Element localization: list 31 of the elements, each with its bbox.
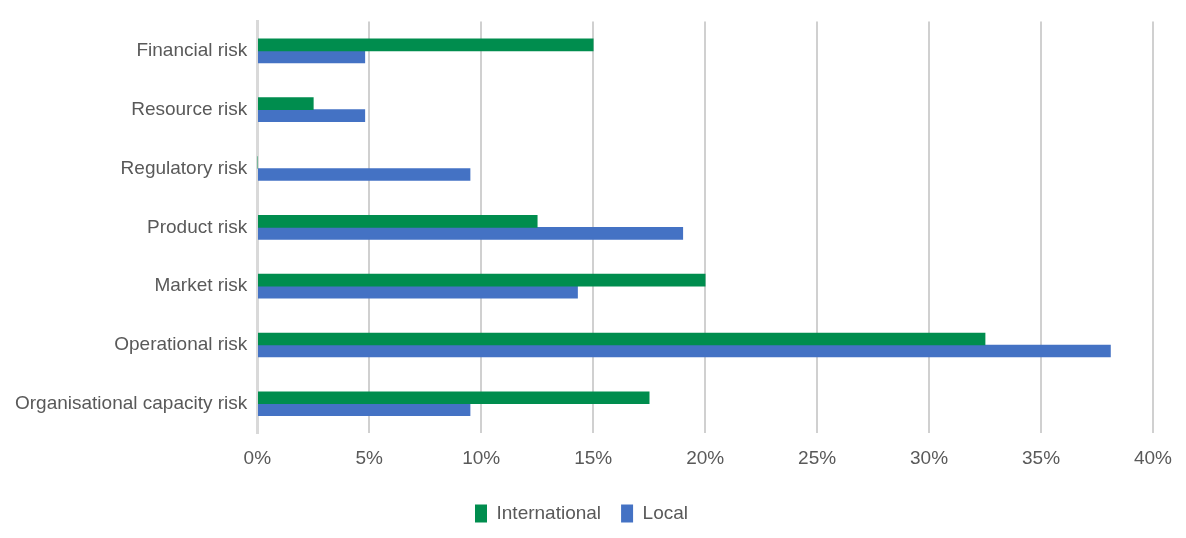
x-tick-label: 20%	[686, 446, 725, 468]
legend-label: International	[496, 501, 602, 523]
x-tick-label: 15%	[574, 446, 613, 468]
x-tick-label: 10%	[462, 446, 501, 468]
legend-label: Local	[642, 501, 688, 523]
y-tick-label: Organisational capacity risk	[15, 392, 248, 414]
bar	[257, 38, 594, 52]
y-tick-label: Market risk	[154, 274, 248, 296]
bar	[257, 168, 471, 181]
bar	[257, 226, 684, 240]
bar	[257, 109, 366, 122]
bar	[257, 285, 578, 299]
bar	[257, 403, 471, 417]
x-tick-label: 30%	[910, 446, 949, 468]
x-tick-label: 5%	[355, 446, 384, 468]
x-tick-label: 25%	[798, 446, 837, 468]
bar	[257, 50, 366, 64]
x-tick-label: 35%	[1022, 446, 1061, 468]
x-tick-label: 40%	[1133, 446, 1173, 468]
bar	[257, 391, 650, 405]
y-tick-label: Resource risk	[131, 97, 248, 119]
bar	[257, 214, 538, 228]
bar	[257, 273, 706, 287]
x-tick-label: 0%	[243, 446, 272, 468]
y-tick-label: Product risk	[147, 215, 248, 237]
bar	[257, 97, 314, 110]
bar	[257, 332, 986, 346]
y-tick-label: Operational risk	[114, 333, 248, 355]
bar	[257, 344, 1111, 358]
y-tick-label: Regulatory risk	[120, 156, 248, 178]
y-tick-label: Financial risk	[136, 39, 248, 61]
